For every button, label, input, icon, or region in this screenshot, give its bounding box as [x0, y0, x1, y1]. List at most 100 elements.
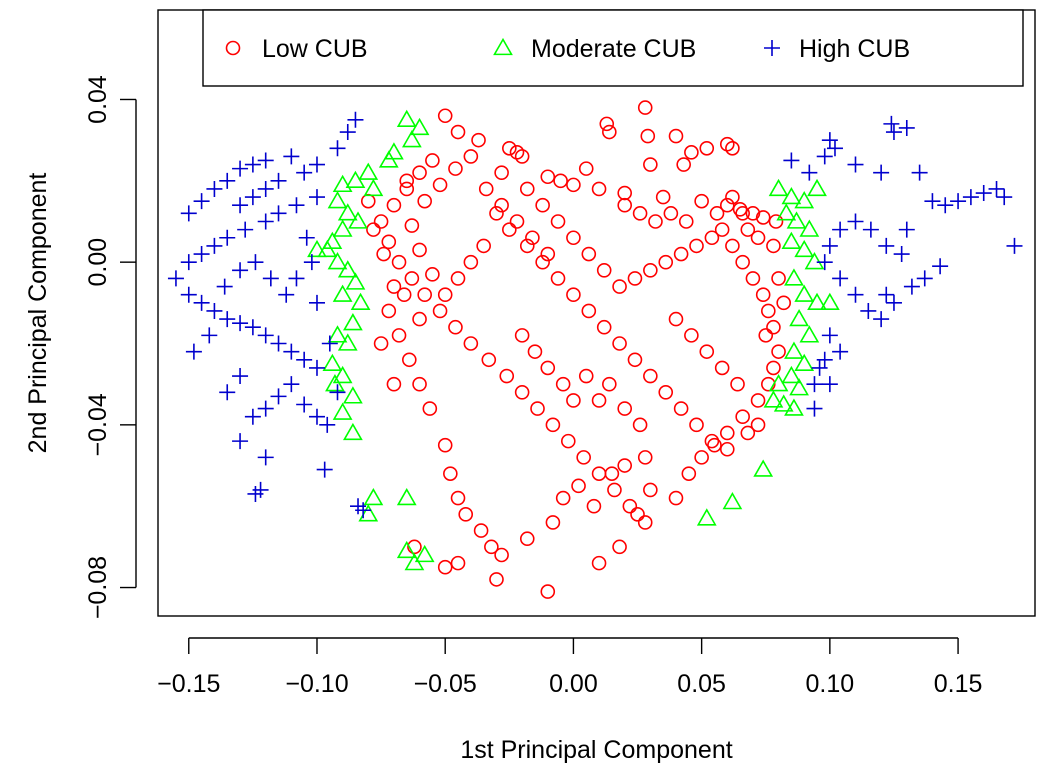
low-cub-point	[567, 178, 580, 191]
low-cub-point	[752, 418, 765, 431]
moderate-cub-point	[724, 494, 741, 509]
x-tick-label: 0.10	[806, 670, 855, 698]
low-cub-point	[459, 508, 472, 521]
high-cub-point	[278, 287, 294, 303]
low-cub-point	[736, 410, 749, 423]
low-cub-point	[772, 272, 785, 285]
low-cub-point	[434, 178, 447, 191]
high-cub-point	[317, 462, 333, 478]
low-cub-point	[623, 500, 636, 513]
x-tick-label: −0.10	[285, 670, 348, 698]
high-cub-point	[904, 279, 920, 295]
low-cub-point	[593, 394, 606, 407]
low-cub-point	[708, 439, 721, 452]
high-cub-point	[822, 376, 838, 392]
low-cub-point	[552, 215, 565, 228]
low-cub-point	[649, 215, 662, 228]
high-cub-point	[288, 197, 304, 213]
low-cub-point	[721, 443, 734, 456]
low-cub-point	[644, 370, 657, 383]
low-cub-point	[452, 272, 465, 285]
low-cub-point	[546, 418, 559, 431]
low-cub-point	[746, 272, 759, 285]
low-cub-point	[593, 182, 606, 195]
y-tick-label: −0.08	[84, 556, 112, 619]
low-cub-point	[472, 134, 485, 147]
moderate-cub-point	[785, 270, 802, 285]
high-cub-point	[232, 197, 248, 213]
low-cub-point	[426, 268, 439, 281]
low-cub-point	[644, 483, 657, 496]
low-cub-point	[613, 280, 626, 293]
low-cub-point	[405, 272, 418, 285]
low-cub-point	[434, 304, 447, 317]
low-cub-point	[452, 126, 465, 139]
moderate-cub-point	[352, 294, 369, 309]
low-cub-point	[503, 223, 516, 236]
high-cub-point	[232, 161, 248, 177]
moderate-cub-point	[796, 286, 813, 301]
low-cub-point	[587, 500, 600, 513]
high-cub-point	[258, 181, 274, 197]
low-cub-point	[418, 195, 431, 208]
low-cub-point	[641, 130, 654, 143]
high-cub-point	[340, 124, 356, 140]
low-cub-point	[444, 467, 457, 480]
moderate-cub-point	[360, 164, 377, 179]
high-cub-point	[237, 222, 253, 238]
low-cub-point	[711, 207, 724, 220]
high-cub-point	[822, 327, 838, 343]
low-cub-point	[593, 557, 606, 570]
low-cub-point	[521, 532, 534, 545]
moderate-cub-point	[334, 404, 351, 419]
high-cub-point	[937, 197, 953, 213]
moderate-cub-point	[365, 490, 382, 505]
low-cub-point	[557, 378, 570, 391]
low-cub-point	[639, 451, 652, 464]
moderate-cub-point	[329, 327, 346, 342]
high-cub-point	[201, 327, 217, 343]
high-cub-point	[206, 181, 222, 197]
low-cub-point	[464, 150, 477, 163]
high-cub-point	[309, 295, 325, 311]
x-axis-label: 1st Principal Component	[460, 736, 732, 764]
low-cub-point	[682, 467, 695, 480]
points-layer	[168, 101, 1023, 598]
high-cub-point	[219, 311, 235, 327]
high-cub-point	[894, 246, 910, 262]
low-cub-point	[644, 264, 657, 277]
low-cub-point	[770, 215, 783, 228]
low-cub-point	[477, 239, 490, 252]
high-cub-point	[924, 193, 940, 209]
high-cub-point	[232, 368, 248, 384]
high-cub-point	[847, 287, 863, 303]
low-cub-point	[685, 329, 698, 342]
high-cub-point	[319, 417, 335, 433]
low-cub-point	[567, 394, 580, 407]
low-cub-point	[382, 235, 395, 248]
low-cub-point	[736, 256, 749, 269]
high-cub-point	[873, 311, 889, 327]
high-cub-point	[258, 152, 274, 168]
low-cub-point	[690, 418, 703, 431]
high-cub-point	[878, 238, 894, 254]
low-cub-point	[400, 174, 413, 187]
low-cub-point	[413, 313, 426, 326]
moderate-cub-point	[698, 510, 715, 525]
high-cub-point	[886, 124, 902, 140]
high-cub-point	[1006, 238, 1022, 254]
low-cub-point	[613, 540, 626, 553]
low-cub-point	[554, 174, 567, 187]
low-cub-point	[511, 215, 524, 228]
high-cub-point	[271, 205, 287, 221]
low-cub-point	[528, 345, 541, 358]
low-cub-point	[669, 130, 682, 143]
moderate-cub-point	[385, 144, 402, 159]
low-cub-point	[452, 492, 465, 505]
low-cub-point	[669, 492, 682, 505]
moderate-cub-point	[360, 506, 377, 521]
low-cub-point	[541, 170, 554, 183]
low-cub-point	[598, 264, 611, 277]
high-cub-point	[232, 262, 248, 278]
high-cub-point	[194, 246, 210, 262]
